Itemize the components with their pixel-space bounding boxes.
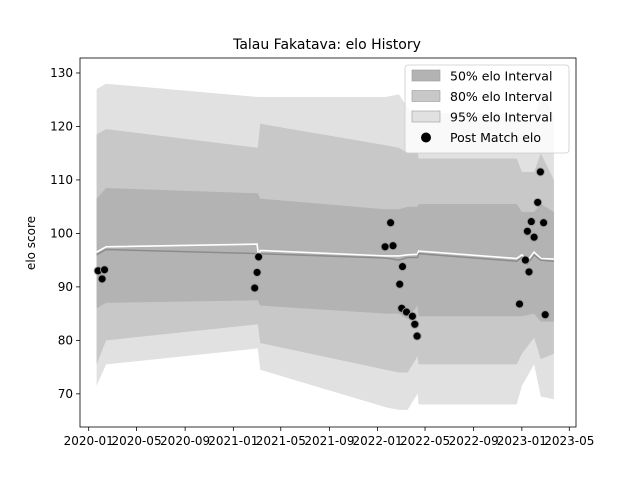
x-tick-label: 2022-05 [400, 434, 450, 448]
post-match-point [395, 279, 405, 289]
legend-swatch [411, 69, 441, 82]
y-tick-label: 110 [50, 173, 73, 187]
x-tick-label: 2020-01 [64, 434, 114, 448]
x-tick-label: 2022-09 [449, 434, 499, 448]
post-match-point [535, 167, 545, 177]
legend-swatch [411, 90, 441, 102]
median-elo-line [96, 248, 554, 266]
post-match-point [398, 262, 407, 272]
y-axis: 70 80 90 100 110 120 130 [50, 66, 80, 401]
post-match-point [539, 218, 549, 228]
interval-bands [96, 83, 554, 410]
post-match-point [97, 274, 107, 284]
y-tick-label: 70 [58, 387, 73, 401]
chart-title: Talau Fakatava: elo History [232, 37, 421, 53]
legend-box [404, 64, 570, 154]
x-tick-label: 2020-09 [160, 434, 210, 448]
y-axis-label: elo score [24, 216, 38, 270]
post-match-point [252, 267, 262, 277]
x-tick-label: 2023-05 [544, 434, 594, 448]
x-tick-label: 2021-01 [208, 434, 258, 448]
post-match-point [529, 232, 539, 242]
post-match-point [388, 241, 398, 251]
plot-frame [79, 57, 577, 428]
elo-lines [96, 243, 554, 266]
legend-label: 50% elo Interval [450, 69, 552, 84]
post-match-point [402, 307, 411, 317]
y-tick-label: 80 [58, 333, 73, 347]
post-match-point [250, 283, 260, 293]
post-match-point [533, 197, 543, 207]
post-match-point [540, 310, 550, 320]
legend: 50% elo Interval 80% elo Interval 95% elo … [404, 64, 570, 154]
post-match-point [254, 252, 264, 262]
x-tick-label: 2023-01 [497, 434, 547, 448]
post-match-point [407, 311, 417, 321]
x-axis: 2020-012020-052020-092021-012021-052021-… [64, 427, 594, 448]
legend-marker [421, 132, 431, 143]
post-match-point [515, 299, 524, 309]
post-match-point [520, 255, 530, 265]
x-tick-label: 2021-09 [304, 434, 354, 448]
post-match-point [410, 319, 420, 329]
post-match-point [386, 218, 396, 228]
legend-swatch [411, 110, 441, 123]
x-tick-label: 2021-05 [256, 434, 306, 448]
legend-label: 80% elo Interval [450, 89, 552, 104]
post-match-point [522, 226, 532, 236]
post-match-points [93, 167, 550, 341]
post-match-point [412, 331, 422, 341]
legend-label: Post Match elo [450, 130, 541, 145]
post-match-point [380, 242, 390, 252]
y-tick-label: 90 [58, 280, 73, 294]
post-match-point [524, 267, 534, 277]
post-match-point [526, 217, 536, 227]
post-match-point [100, 265, 109, 275]
x-tick-label: 2020-05 [111, 434, 161, 448]
y-tick-label: 100 [50, 226, 73, 240]
y-tick-label: 130 [50, 66, 73, 80]
legend-label: 95% elo Interval [450, 110, 552, 125]
x-tick-label: 2022-01 [353, 434, 403, 448]
mean-elo-line [96, 243, 554, 263]
band-50-interval [96, 188, 554, 322]
y-tick-label: 120 [50, 119, 73, 133]
